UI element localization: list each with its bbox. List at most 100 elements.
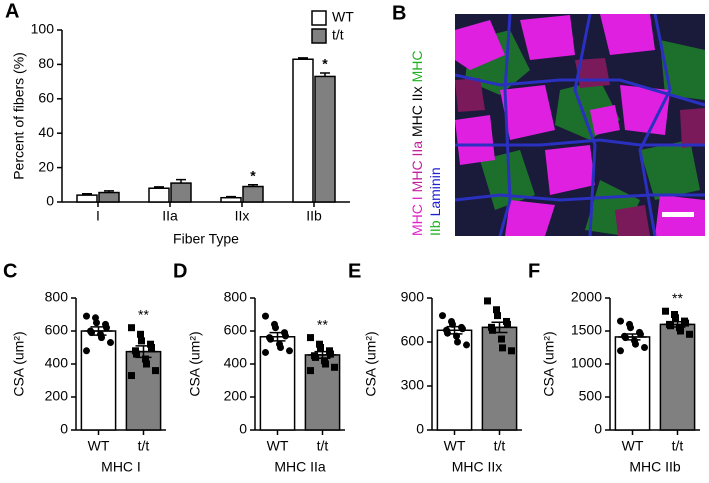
y-tick-label: 1500 (571, 322, 602, 338)
y-axis-label: CSA (um²) (11, 331, 27, 396)
error-bar (308, 350, 337, 359)
y-tick-label: 600 (401, 333, 425, 349)
data-point (143, 360, 150, 368)
data-point (322, 360, 329, 368)
data-point (307, 367, 314, 375)
x-tick-label: t/t (317, 438, 329, 454)
bar (148, 187, 170, 203)
x-tick-label: t/t (494, 438, 506, 454)
bar (314, 75, 336, 203)
data-point (152, 367, 159, 375)
y-tick-label: 800 (224, 289, 248, 305)
panel-label: C (3, 260, 17, 282)
legend-label: t/t (332, 27, 344, 43)
stain-label: MHC IIx (409, 86, 425, 137)
stain-line: MHC I MHC IIa MHC IIx MHC (409, 51, 425, 236)
data-point (327, 350, 334, 358)
micrograph (455, 14, 705, 236)
panel-label: B (392, 2, 406, 24)
x-axis-label: MHC IIx (452, 459, 503, 475)
bar (220, 196, 242, 203)
panel-label: F (528, 260, 540, 282)
data-point (262, 348, 269, 356)
data-point (493, 306, 500, 314)
y-tick-label: 0 (46, 193, 54, 209)
data-point (627, 324, 634, 332)
x-tick-label: t/t (672, 438, 684, 454)
panel-label: A (5, 0, 19, 22)
x-tick-label: WT (267, 438, 289, 454)
legend-swatch (311, 10, 327, 26)
error-bar (129, 345, 158, 359)
data-point (133, 350, 140, 358)
data-point (686, 330, 693, 338)
error-bar (440, 325, 469, 335)
data-point (103, 324, 110, 332)
data-point (138, 337, 145, 345)
data-point (494, 312, 501, 320)
data-point (504, 320, 511, 328)
data-point (107, 339, 114, 347)
y-tick-label: 0 (60, 421, 68, 437)
y-tick-label: 20 (38, 158, 54, 174)
data-point (277, 344, 284, 351)
y-tick-label: 200 (45, 388, 69, 404)
y-tick-label: 80 (38, 55, 54, 71)
data-point (137, 330, 144, 338)
y-tick-label: 200 (224, 388, 248, 404)
y-tick-label: 100 (31, 21, 55, 37)
legend-swatch (311, 28, 327, 44)
significance: ** (138, 306, 149, 322)
error-bar (618, 333, 647, 341)
y-tick-label: 400 (224, 355, 248, 371)
data-point (632, 340, 639, 348)
error-bar (263, 331, 292, 342)
data-point (83, 312, 90, 320)
data-point (148, 344, 155, 351)
stain-label: MHC (409, 51, 425, 83)
y-axis-label: Percent of fibers (%) (11, 52, 27, 180)
y-tick-label: 0 (594, 421, 602, 437)
significance: * (250, 168, 256, 184)
data-point (617, 347, 624, 355)
significance: * (322, 56, 328, 72)
bar (659, 323, 696, 431)
data-point (142, 355, 149, 363)
y-tick-label: 900 (401, 289, 425, 305)
data-point (128, 372, 135, 380)
data-point (93, 319, 100, 327)
data-point (262, 312, 269, 320)
bar (292, 58, 314, 203)
y-tick-label: 2000 (571, 289, 602, 305)
bar (481, 326, 518, 431)
data-point (499, 344, 506, 352)
data-point (307, 334, 314, 342)
stain-label: IIb (427, 220, 443, 236)
data-point (682, 319, 689, 327)
data-point (331, 363, 338, 371)
x-axis-label: Fiber Type (173, 231, 239, 247)
bar (170, 182, 192, 203)
stain-line: IIb Laminin (427, 167, 443, 236)
x-tick-label: WT (444, 438, 466, 454)
data-point (272, 324, 279, 332)
data-point (677, 327, 684, 335)
x-axis-label: MHC IIa (274, 459, 326, 475)
data-point (454, 338, 461, 346)
panel-label: D (173, 260, 187, 282)
x-tick-label: IIa (162, 208, 178, 224)
y-tick-label: 800 (45, 289, 69, 305)
data-point (672, 314, 679, 322)
data-point (312, 353, 319, 361)
data-point (489, 326, 496, 334)
y-tick-label: 0 (239, 421, 247, 437)
y-tick-label: 500 (579, 388, 603, 404)
y-tick-label: 600 (45, 322, 69, 338)
data-point (617, 317, 624, 325)
data-point (508, 347, 515, 355)
y-tick-label: 0 (416, 421, 424, 437)
x-axis-label: MHC IIb (629, 459, 681, 475)
x-tick-label: WT (622, 438, 644, 454)
